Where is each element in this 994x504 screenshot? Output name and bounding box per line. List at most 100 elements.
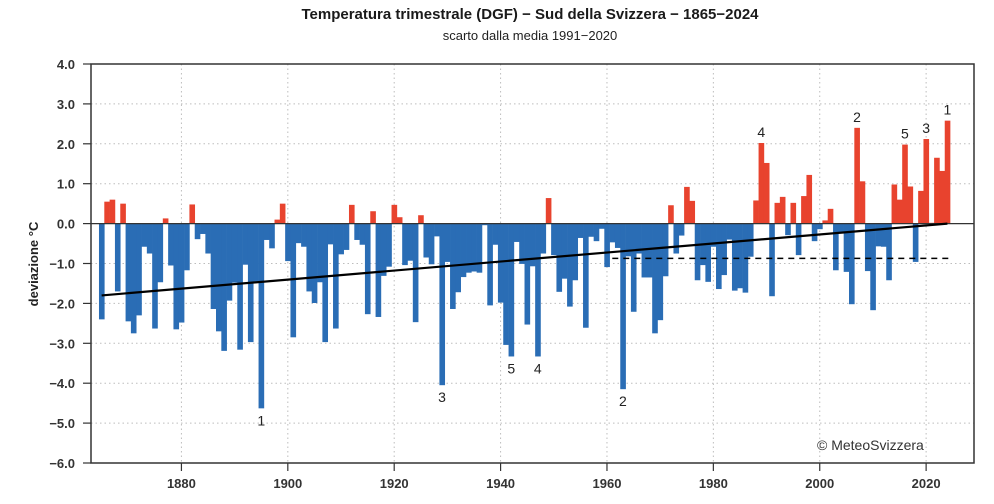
- x-tick-label: 1880: [167, 476, 196, 491]
- bar-negative: [205, 223, 211, 254]
- bar-negative: [434, 223, 440, 237]
- bar-negative: [673, 223, 680, 254]
- bar-positive: [801, 196, 807, 224]
- bar-negative: [598, 223, 605, 229]
- bar-positive: [854, 127, 860, 224]
- bar-negative: [912, 223, 919, 262]
- bar-negative: [141, 223, 148, 247]
- bar-negative: [114, 223, 121, 292]
- bar-negative: [567, 223, 573, 307]
- bar-positive: [907, 186, 914, 224]
- bar-negative: [157, 223, 164, 283]
- bar-negative: [652, 223, 658, 334]
- bar-positive: [689, 200, 696, 224]
- bar-negative: [402, 223, 408, 266]
- bar-positive: [684, 186, 690, 224]
- rank-annotation: 4: [534, 360, 542, 376]
- bar-negative: [184, 223, 190, 271]
- bar-negative: [194, 223, 201, 240]
- y-tick-label: −5.0: [49, 416, 75, 431]
- bar-negative: [460, 223, 467, 278]
- bar-positive: [779, 196, 786, 224]
- bar-negative: [136, 223, 142, 316]
- y-tick-label: −6.0: [49, 456, 75, 471]
- x-tick-label: 1940: [486, 476, 515, 491]
- bar-negative: [811, 223, 818, 242]
- bar-negative: [529, 223, 536, 267]
- y-tick-label: 0.0: [57, 217, 75, 232]
- bar-negative: [386, 223, 392, 267]
- x-axis: 1880 1900 1920 1940 1960 1980 2000 2020: [167, 463, 941, 491]
- copyright-credit: © MeteoSvizzera: [817, 437, 924, 453]
- y-tick-label: −3.0: [49, 336, 75, 351]
- bar-negative: [604, 223, 610, 268]
- bar-negative: [721, 223, 727, 276]
- bar-negative: [769, 223, 775, 297]
- bar-negative: [285, 223, 291, 262]
- bar-negative: [476, 223, 483, 273]
- bar-negative: [216, 223, 222, 332]
- bar-negative: [466, 223, 472, 273]
- bar-negative: [694, 223, 701, 281]
- bar-negative: [226, 223, 233, 301]
- bar-positive: [896, 199, 903, 224]
- bar-negative: [556, 223, 563, 292]
- bar-negative: [152, 223, 158, 329]
- bar-negative: [311, 223, 318, 303]
- bar-negative: [630, 223, 637, 312]
- trend-line: [101, 222, 948, 297]
- bar-negative: [338, 223, 344, 255]
- bar-negative: [269, 223, 275, 249]
- bar-positive: [545, 198, 552, 224]
- bar-negative: [439, 223, 446, 386]
- bar-negative: [609, 223, 616, 243]
- bar-negative: [173, 223, 180, 330]
- bar-negative: [870, 223, 876, 311]
- chart-subtitle: scarto dalla media 1991−2020: [442, 28, 618, 43]
- bar-negative: [423, 223, 430, 258]
- bar-negative: [503, 223, 509, 345]
- bar-negative: [620, 223, 626, 390]
- bar-negative: [726, 223, 733, 240]
- bar-negative: [322, 223, 329, 343]
- bar-negative: [875, 223, 882, 247]
- bar-positive: [109, 199, 116, 224]
- bar-positive: [774, 202, 781, 224]
- bar-negative: [519, 223, 525, 264]
- bar-negative: [641, 223, 648, 278]
- bar-negative: [785, 223, 791, 236]
- bar-negative: [210, 223, 217, 309]
- y-tick-label: 2.0: [57, 137, 75, 152]
- bar-negative: [471, 223, 477, 272]
- bar-positive: [827, 208, 834, 224]
- bar-negative: [572, 223, 579, 281]
- y-axis: 4.0 3.0 2.0 1.0 0.0 −1.0 −2.0 −3.0 −4.0 −5.0 −6.0: [49, 57, 91, 471]
- bar-positive: [758, 143, 765, 224]
- bar-negative: [513, 223, 520, 242]
- bar-negative: [263, 223, 270, 240]
- rank-annotation: 4: [757, 124, 765, 140]
- bar-negative: [301, 223, 307, 247]
- bar-negative: [646, 223, 653, 278]
- bar-negative: [880, 223, 887, 247]
- bar-negative: [561, 223, 568, 279]
- chart-title: Temperatura trimestrale (DGF) − Sud dell…: [301, 6, 759, 23]
- bar-negative: [838, 223, 844, 234]
- y-tick-label: −1.0: [49, 257, 75, 272]
- bar-negative: [710, 223, 717, 247]
- bar-negative: [359, 223, 366, 245]
- bar-negative: [540, 223, 547, 254]
- bar-negative: [508, 223, 515, 357]
- bar-negative: [237, 223, 243, 350]
- bar-negative: [705, 223, 711, 282]
- rank-annotations: 1 2 3 4 5 1 2 3 4 5: [257, 102, 951, 429]
- bar-negative: [577, 223, 584, 238]
- bar-negative: [168, 223, 174, 266]
- bar-negative: [231, 223, 238, 283]
- bar-positive: [822, 220, 829, 224]
- bar-negative: [886, 223, 892, 281]
- rank-annotation: 2: [853, 109, 861, 125]
- bar-negative: [258, 223, 265, 409]
- bar-positive: [274, 219, 281, 224]
